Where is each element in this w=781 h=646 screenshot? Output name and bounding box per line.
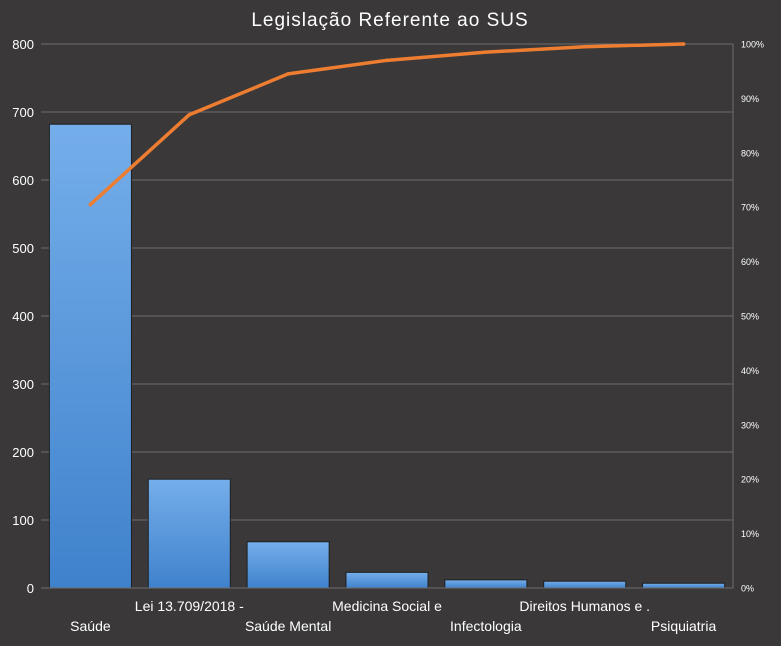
y2-tick-label: 50% <box>741 312 759 322</box>
line-point <box>484 50 488 54</box>
y2-tick-label: 30% <box>741 420 759 430</box>
bar <box>642 582 726 589</box>
bar <box>48 123 132 589</box>
y-tick-label: 0 <box>27 581 34 596</box>
bar <box>147 478 231 589</box>
bar <box>444 579 528 589</box>
x-tick-label: Lei 13.709/2018 - <box>135 598 244 614</box>
y-tick-label: 700 <box>12 105 34 120</box>
y2-tick-label: 90% <box>741 94 759 104</box>
line-point <box>582 44 587 49</box>
x-tick-label: Saúde Mental <box>245 618 331 634</box>
y2-tick-label: 70% <box>741 203 759 213</box>
line-point <box>187 112 192 117</box>
y-tick-label: 600 <box>12 173 34 188</box>
y-tick-label: 500 <box>12 241 34 256</box>
line-point <box>88 202 93 207</box>
bar <box>246 541 330 589</box>
y2-tick-label: 40% <box>741 366 759 376</box>
y-axis-left: 0 100 200 300 400 500 600 700 800 <box>12 37 34 596</box>
x-tick-label: Infectologia <box>450 618 522 634</box>
bar <box>345 571 429 589</box>
y2-tick-label: 100% <box>741 40 764 50</box>
y2-tick-label: 80% <box>741 148 759 158</box>
line-point <box>385 58 389 63</box>
y2-tick-label: 0% <box>741 584 754 594</box>
bar <box>543 580 627 589</box>
y-tick-label: 400 <box>12 309 34 324</box>
y-tick-label: 200 <box>12 445 34 460</box>
x-tick-label: Medicina Social e <box>332 598 442 614</box>
line-point <box>286 72 290 76</box>
chart-title: Legislação Referente ao SUS <box>251 10 528 31</box>
x-tick-label: Saúde <box>70 618 111 634</box>
y2-tick-label: 60% <box>741 257 759 267</box>
cumulative-line-series <box>88 42 686 207</box>
bar-series <box>48 123 726 589</box>
y2-tick-label: 20% <box>741 475 759 485</box>
y2-tick-label: 10% <box>741 529 759 539</box>
x-tick-label: Psiquiatria <box>651 618 717 634</box>
x-axis: Saúde Lei 13.709/2018 -Saúde MentalMedici… <box>41 587 733 634</box>
y-tick-label: 100 <box>12 513 34 528</box>
y-tick-label: 800 <box>12 37 34 52</box>
grid-lines <box>41 43 733 521</box>
y-tick-label: 300 <box>12 377 34 392</box>
y-axis-right: 0% 10% 20% 30% 40% 50% 60% 70% 80% 90% 100% <box>732 40 764 594</box>
x-tick-label: Direitos Humanos e . <box>519 598 650 614</box>
line-point <box>681 42 686 46</box>
